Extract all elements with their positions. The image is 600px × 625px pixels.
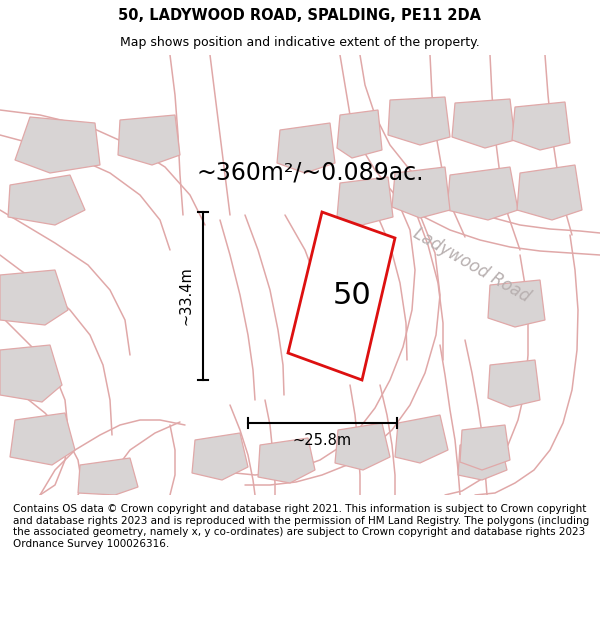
- Polygon shape: [258, 438, 315, 483]
- Text: Contains OS data © Crown copyright and database right 2021. This information is : Contains OS data © Crown copyright and d…: [13, 504, 589, 549]
- Polygon shape: [78, 458, 138, 495]
- Polygon shape: [488, 280, 545, 327]
- Polygon shape: [517, 165, 582, 220]
- Polygon shape: [118, 115, 180, 165]
- Polygon shape: [452, 99, 515, 148]
- Polygon shape: [8, 175, 85, 225]
- Polygon shape: [0, 270, 68, 325]
- Text: ~360m²/~0.089ac.: ~360m²/~0.089ac.: [196, 161, 424, 185]
- Polygon shape: [192, 433, 248, 480]
- Polygon shape: [392, 167, 450, 218]
- Polygon shape: [15, 117, 100, 173]
- Polygon shape: [395, 415, 448, 463]
- Polygon shape: [512, 102, 570, 150]
- Polygon shape: [335, 423, 390, 470]
- Polygon shape: [288, 212, 395, 380]
- Polygon shape: [460, 425, 510, 470]
- Text: Map shows position and indicative extent of the property.: Map shows position and indicative extent…: [120, 36, 480, 49]
- Text: ~33.4m: ~33.4m: [178, 267, 193, 326]
- Text: 50: 50: [332, 281, 371, 310]
- Polygon shape: [0, 345, 62, 402]
- Polygon shape: [488, 360, 540, 407]
- Polygon shape: [447, 167, 518, 220]
- Polygon shape: [10, 413, 75, 465]
- Polygon shape: [277, 123, 335, 173]
- Text: Ladywood Road: Ladywood Road: [410, 224, 533, 306]
- Text: ~25.8m: ~25.8m: [293, 433, 352, 448]
- Polygon shape: [388, 97, 450, 145]
- Text: 50, LADYWOOD ROAD, SPALDING, PE11 2DA: 50, LADYWOOD ROAD, SPALDING, PE11 2DA: [119, 8, 482, 23]
- Polygon shape: [337, 177, 393, 225]
- Polygon shape: [458, 440, 507, 480]
- Polygon shape: [337, 110, 382, 158]
